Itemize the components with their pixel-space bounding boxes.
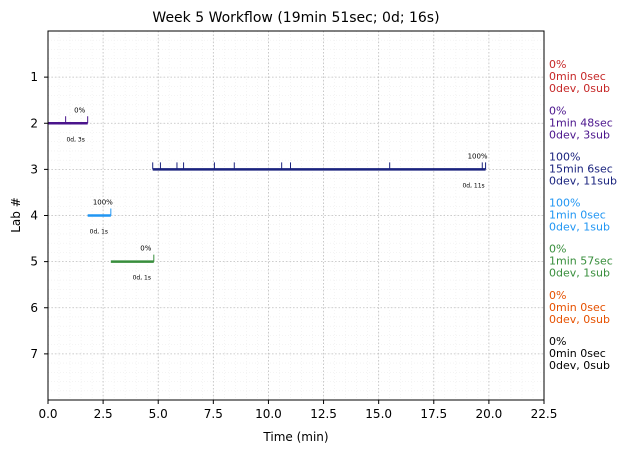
x-axis-label: Time (min) [262,430,328,444]
y-axis-label: Lab # [9,197,23,233]
lab-summary-line: 0min 0sec [549,347,606,360]
lab-summary-line: 1min 0sec [549,209,606,222]
x-tick-label: 22.5 [531,407,558,421]
bar-submission-label: 0d, 1s [133,275,151,282]
lab-summary-line: 100% [549,197,580,210]
x-tick-label: 20.0 [476,407,503,421]
bar-percent-label: 100% [468,152,488,160]
x-tick-label: 2.5 [94,407,113,421]
lab-summary-line: 0% [549,104,566,117]
lab-bars: 0% 0d, 3s 100% 0d, 11s 100% 0d, 1s 0% 0d, 1s [48,106,488,282]
y-tick-label: 4 [30,209,38,223]
bar-percent-label: 100% [93,199,113,207]
lab-summary-line: 0dev, 0sub [549,82,610,95]
x-tick-label: 7.5 [204,407,223,421]
bar-submission-label: 0d, 1s [90,229,108,236]
x-tick-label: 10.0 [255,407,282,421]
lab-summary-line: 0dev, 1sub [549,221,610,234]
y-axis-ticks: 1 2 3 4 5 6 7 [30,70,48,361]
lab-summary-line: 0% [549,58,566,71]
chart-title: Week 5 Workflow (19min 51sec; 0d; 16s) [152,10,439,26]
lab-summary-line: 0dev, 1sub [549,267,610,280]
y-tick-label: 2 [30,116,38,130]
lab-summary-line: 0dev, 0sub [549,359,610,372]
lab-summary-line: 100% [549,150,580,163]
bar-percent-label: 0% [74,106,85,114]
x-tick-label: 0.0 [38,407,57,421]
x-axis-ticks: 0.0 2.5 5.0 7.5 10.0 12.5 15.0 17.5 20.0 22.5 [38,400,557,421]
x-tick-label: 12.5 [310,407,337,421]
lab-summary-line: 0min 0sec [549,301,606,314]
lab-summary-line: 0% [549,335,566,348]
bar-submission-label: 0d, 3s [66,136,84,143]
y-tick-label: 1 [30,70,38,84]
lab-summary-line: 0% [549,243,566,256]
lab-summary-line: 0dev, 0sub [549,313,610,326]
bar-percent-label: 0% [140,245,151,253]
bar-submission-label: 0d, 11s [462,182,484,189]
y-tick-label: 5 [30,255,38,269]
lab-summary-line: 1min 48sec [549,116,613,129]
grid [47,31,545,400]
lab-summary-line: 0% [549,289,566,302]
lab-summary-line: 0min 0sec [549,70,606,83]
y-tick-label: 6 [30,301,38,315]
x-tick-label: 15.0 [365,407,392,421]
y-tick-label: 3 [30,162,38,176]
y-tick-label: 7 [30,347,38,361]
x-tick-label: 5.0 [149,407,168,421]
lab-summary-line: 1min 57sec [549,255,613,268]
x-tick-label: 17.5 [420,407,447,421]
lab-summary-line: 15min 6sec [549,162,613,175]
lab-summary-line: 0dev, 3sub [549,128,610,141]
lab-summary-line: 0dev, 11sub [549,174,617,187]
